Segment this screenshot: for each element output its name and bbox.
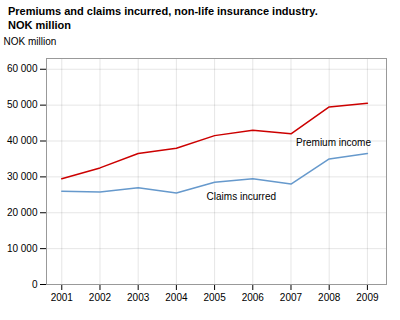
svg-text:2005: 2005 [203,292,226,303]
svg-text:2004: 2004 [165,292,188,303]
svg-text:2001: 2001 [51,292,74,303]
svg-text:30 000: 30 000 [7,171,38,182]
svg-text:2003: 2003 [127,292,150,303]
svg-text:NOK million: NOK million [4,36,57,47]
svg-text:2002: 2002 [89,292,112,303]
svg-text:Claims incurred: Claims incurred [207,191,276,202]
html-text:NOK million: NOK million [8,19,71,31]
svg-text:60 000: 60 000 [7,63,38,74]
svg-text:2006: 2006 [242,292,265,303]
svg-text:2009: 2009 [356,292,379,303]
svg-text:40 000: 40 000 [7,135,38,146]
html-text:Premiums and claims incurred,: Premiums and claims incurred, non-life i… [8,5,318,17]
svg-text:50 000: 50 000 [7,99,38,110]
svg-text:2008: 2008 [318,292,341,303]
svg-text:10 000: 10 000 [7,243,38,254]
svg-text:Premium income: Premium income [296,137,371,148]
svg-text:0: 0 [32,279,38,290]
svg-text:20 000: 20 000 [7,207,38,218]
svg-text:2007: 2007 [280,292,303,303]
